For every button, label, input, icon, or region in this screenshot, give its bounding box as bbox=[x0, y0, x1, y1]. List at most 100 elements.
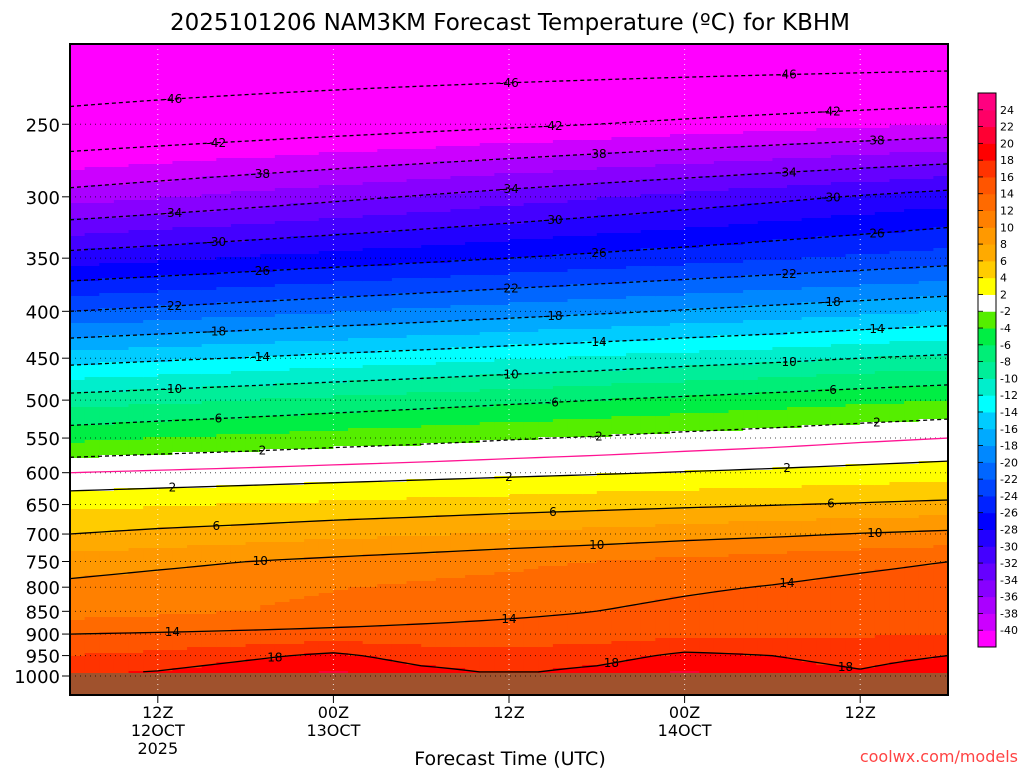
heatmap-cell bbox=[230, 158, 247, 177]
colorbar-swatch bbox=[978, 93, 996, 111]
heatmap-cell bbox=[816, 332, 832, 348]
heatmap-cell bbox=[274, 356, 291, 372]
heatmap-cell bbox=[479, 206, 495, 225]
heatmap-cell bbox=[596, 167, 613, 183]
heatmap-cell bbox=[304, 398, 320, 414]
heatmap-cell bbox=[582, 341, 598, 357]
heatmap-cell bbox=[596, 140, 613, 153]
heatmap-cell bbox=[523, 221, 539, 240]
heatmap-cell bbox=[509, 530, 525, 549]
heatmap-cell bbox=[596, 44, 613, 141]
colorbar-label: -40 bbox=[1000, 624, 1018, 637]
heatmap-cell bbox=[552, 302, 569, 318]
heatmap-cell bbox=[830, 407, 847, 426]
heatmap-cell bbox=[494, 320, 510, 333]
heatmap-cell bbox=[421, 623, 437, 648]
heatmap-cell bbox=[933, 164, 949, 177]
heatmap-cell bbox=[216, 545, 232, 564]
heatmap-cell bbox=[889, 548, 905, 570]
heatmap-cell bbox=[669, 311, 686, 324]
heatmap-cell bbox=[494, 548, 510, 573]
heatmap-cell bbox=[99, 551, 115, 576]
heatmap-cell bbox=[596, 545, 613, 561]
heatmap-cell bbox=[816, 518, 832, 537]
heatmap-cell bbox=[743, 380, 759, 396]
heatmap-cell bbox=[757, 362, 773, 378]
heatmap-cell bbox=[728, 470, 744, 489]
x-tick-label: 00Z bbox=[318, 703, 349, 722]
heatmap-cell bbox=[172, 506, 188, 528]
heatmap-cell bbox=[377, 311, 393, 324]
heatmap-cell bbox=[567, 512, 583, 531]
heatmap-cell bbox=[318, 521, 334, 540]
heatmap-cell bbox=[567, 254, 583, 270]
heatmap-cell bbox=[918, 191, 934, 210]
colorbar-swatch bbox=[978, 546, 996, 564]
contour-label: 18 bbox=[604, 656, 619, 670]
heatmap-cell bbox=[187, 437, 203, 453]
x-tick-label: 12Z bbox=[142, 703, 173, 722]
heatmap-cell bbox=[70, 533, 86, 552]
heatmap-cell bbox=[143, 455, 159, 489]
heatmap-cell bbox=[860, 404, 876, 423]
heatmap-cell bbox=[128, 488, 144, 510]
heatmap-cell bbox=[494, 572, 510, 621]
heatmap-cell bbox=[757, 131, 773, 147]
heatmap-cell bbox=[684, 44, 700, 135]
heatmap-cell bbox=[933, 311, 949, 327]
heatmap-cell bbox=[143, 215, 159, 231]
heatmap-cell bbox=[318, 236, 334, 252]
heatmap-cell bbox=[509, 572, 525, 618]
heatmap-cell bbox=[377, 233, 393, 249]
heatmap-cell bbox=[99, 248, 115, 264]
heatmap-cell bbox=[99, 617, 115, 633]
contour-label: -46 bbox=[499, 76, 519, 90]
heatmap-cell bbox=[655, 434, 671, 474]
heatmap-cell bbox=[538, 389, 554, 405]
y-tick-label: 700 bbox=[26, 525, 60, 546]
heatmap-cell bbox=[450, 668, 466, 673]
heatmap-cell bbox=[421, 149, 437, 165]
heatmap-cell bbox=[830, 236, 847, 258]
heatmap-cell bbox=[699, 134, 715, 150]
heatmap-cell bbox=[655, 338, 671, 354]
heatmap-cell bbox=[699, 539, 715, 558]
heatmap-cell bbox=[348, 500, 364, 519]
heatmap-cell bbox=[99, 335, 115, 351]
heatmap-cell bbox=[245, 44, 261, 159]
heatmap-cell bbox=[201, 386, 217, 402]
heatmap-cell bbox=[99, 653, 115, 673]
heatmap-cell bbox=[582, 218, 598, 237]
heatmap-cell bbox=[582, 494, 598, 513]
heatmap-cell bbox=[348, 338, 364, 354]
heatmap-cell bbox=[874, 128, 891, 141]
heatmap-cell bbox=[655, 296, 671, 312]
heatmap-cell bbox=[245, 503, 261, 525]
heatmap-cell bbox=[845, 197, 861, 216]
heatmap-cell bbox=[201, 359, 217, 375]
heatmap-cell bbox=[757, 242, 773, 261]
heatmap-cell bbox=[304, 629, 320, 642]
heatmap-cell bbox=[304, 221, 320, 237]
heatmap-cell bbox=[494, 620, 510, 648]
heatmap-cell bbox=[552, 371, 569, 387]
heatmap-cell bbox=[289, 170, 305, 189]
heatmap-cell bbox=[450, 275, 466, 291]
heatmap-cell bbox=[230, 191, 247, 210]
heatmap-cell bbox=[611, 560, 627, 609]
heatmap-cell bbox=[304, 557, 320, 597]
heatmap-cell bbox=[567, 329, 583, 345]
heatmap-cell bbox=[538, 203, 554, 222]
heatmap-cell bbox=[830, 485, 847, 504]
heatmap-cell bbox=[640, 398, 656, 417]
heatmap-cell bbox=[435, 578, 452, 624]
heatmap-cell bbox=[933, 515, 949, 531]
heatmap-cell bbox=[596, 284, 613, 300]
heatmap-cell bbox=[157, 374, 174, 390]
heatmap-cell bbox=[465, 260, 481, 276]
heatmap-cell bbox=[274, 383, 291, 399]
heatmap-cell bbox=[479, 620, 495, 648]
heatmap-cell bbox=[845, 143, 861, 156]
heatmap-cell bbox=[274, 416, 291, 435]
